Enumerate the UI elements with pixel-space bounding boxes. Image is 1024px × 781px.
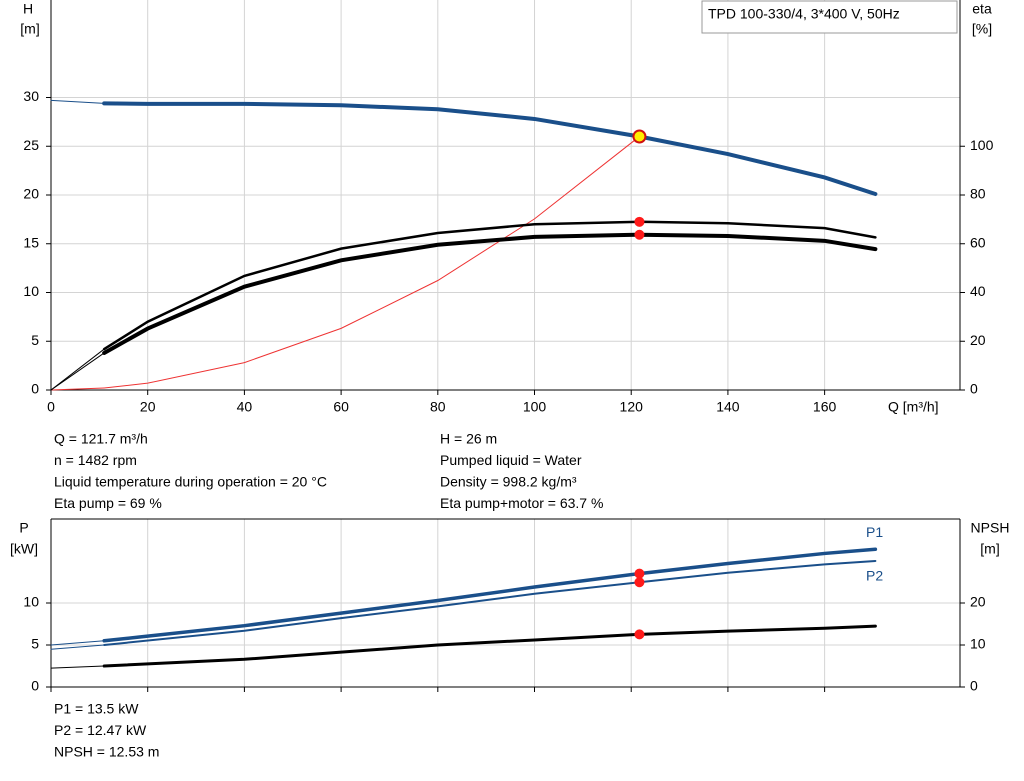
y-tick-label: 15 — [23, 234, 39, 250]
duty-point-marker — [634, 568, 645, 579]
curve-lead-in — [50, 352, 105, 391]
axis-label: NPSH — [971, 520, 1010, 536]
duty-point-marker — [634, 229, 645, 240]
y2-tick-label: 80 — [970, 186, 986, 202]
annotation-box — [701, 0, 958, 34]
curve-lead-in — [50, 387, 105, 391]
curve-lead-in — [50, 99, 105, 104]
duty-point-marker — [634, 216, 645, 227]
y-tick-label: 5 — [31, 332, 39, 348]
axis-label: [m] — [20, 21, 39, 37]
info-line: Eta pump = 69 % — [54, 495, 162, 511]
curve — [102, 101, 878, 197]
axis-label: [m] — [980, 541, 999, 557]
duty-point-marker — [634, 629, 645, 640]
curve — [103, 560, 877, 646]
series-label: P2 — [866, 568, 883, 584]
info-line: NPSH = 12.53 m — [54, 744, 159, 760]
y2-tick-label: 0 — [970, 678, 978, 694]
axis-label: eta — [972, 1, 992, 17]
x-tick-label: 140 — [716, 399, 740, 415]
y2-tick-label: 10 — [970, 636, 986, 652]
x-tick-label: 100 — [523, 399, 547, 415]
x-tick-label: 0 — [47, 399, 55, 415]
info-line: H = 26 m — [440, 431, 497, 447]
duty-point-marker — [634, 577, 645, 588]
info-line: Density = 998.2 kg/m³ — [440, 474, 577, 490]
series-label: P1 — [866, 524, 883, 540]
x-tick-label: 80 — [430, 399, 446, 415]
annotation: TPD 100-330/4, 3*400 V, 50Hz — [708, 6, 900, 22]
info-line: Q = 121.7 m³/h — [54, 431, 148, 447]
info-line: P2 = 12.47 kW — [54, 722, 147, 738]
y-tick-label: 0 — [31, 678, 39, 694]
y2-tick-label: 100 — [970, 137, 994, 153]
curve — [102, 624, 877, 668]
y-tick-label: 0 — [31, 381, 39, 397]
axis-label: [kW] — [10, 541, 38, 557]
y2-tick-label: 0 — [970, 381, 978, 397]
duty-point-marker — [632, 129, 647, 144]
y2-tick-label: 60 — [970, 234, 986, 250]
curve — [102, 220, 877, 351]
x-tick-label: 40 — [237, 399, 253, 415]
y-tick-label: 10 — [23, 283, 39, 299]
curve-lead-in — [50, 640, 105, 646]
curve-lead-in — [50, 644, 105, 650]
y-tick-label: 20 — [23, 186, 39, 202]
x-axis-label: Q [m³/h] — [888, 399, 939, 415]
curve — [103, 136, 640, 389]
x-tick-label: 60 — [333, 399, 349, 415]
y-tick-label: 10 — [23, 594, 39, 610]
y2-tick-label: 20 — [970, 594, 986, 610]
info-line: Liquid temperature during operation = 20… — [54, 474, 327, 490]
axis-label: P — [19, 520, 28, 536]
info-line: P1 = 13.5 kW — [54, 701, 139, 717]
curve — [102, 232, 878, 355]
x-tick-label: 120 — [620, 399, 644, 415]
curve-lead-in — [50, 348, 105, 391]
curve-lead-in — [50, 665, 105, 669]
x-tick-label: 160 — [813, 399, 837, 415]
info-line: Eta pump+motor = 63.7 % — [440, 495, 603, 511]
y-tick-label: 5 — [31, 636, 39, 652]
y-tick-label: 25 — [23, 137, 39, 153]
curve — [102, 547, 878, 643]
y-tick-label: 30 — [23, 88, 39, 104]
info-line: n = 1482 rpm — [54, 452, 137, 468]
x-tick-label: 20 — [140, 399, 156, 415]
axis-label: H — [23, 1, 33, 17]
info-line: Pumped liquid = Water — [440, 452, 582, 468]
y2-tick-label: 20 — [970, 332, 986, 348]
axis-label: [%] — [972, 21, 992, 37]
y2-tick-label: 40 — [970, 283, 986, 299]
